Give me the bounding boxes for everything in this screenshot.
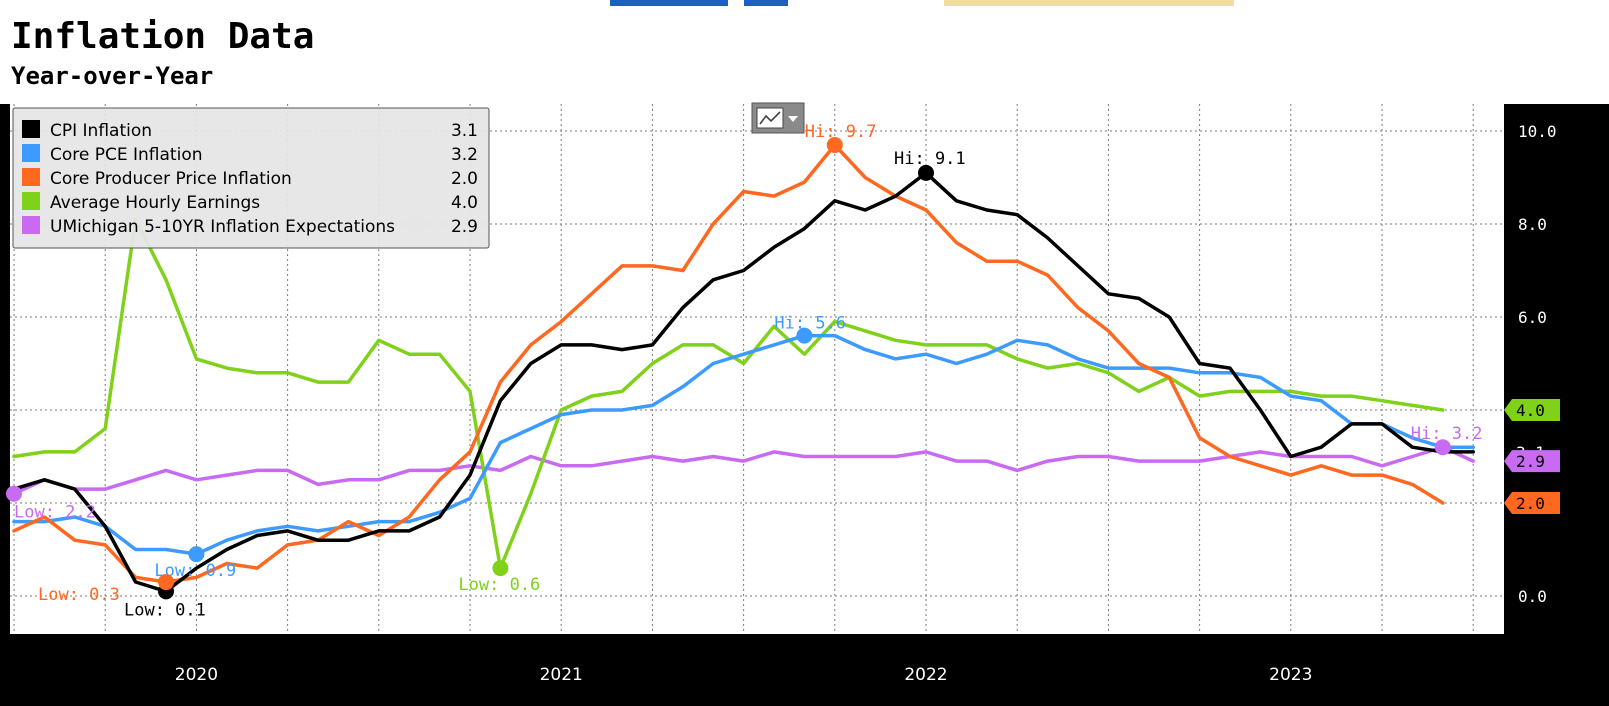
chart-header: Inflation Data Year-over-Year xyxy=(0,0,1609,104)
legend-swatch xyxy=(22,216,40,234)
annotation-label: Hi: 3.2 xyxy=(1411,424,1483,444)
last-value-flag-label: 2.0 xyxy=(1516,494,1545,513)
y-tick-label: 6.0 xyxy=(1518,308,1547,327)
chart-subtitle: Year-over-Year xyxy=(11,62,214,90)
annotation-marker xyxy=(6,485,22,502)
top-tab-strip xyxy=(744,0,788,6)
annotation-label: Low: 0.9 xyxy=(154,561,236,581)
legend-swatch xyxy=(22,144,40,162)
y-tick-label: 8.0 xyxy=(1518,215,1547,234)
x-tick-label: 2023 xyxy=(1269,665,1312,685)
annotation-marker xyxy=(918,164,934,181)
legend-swatch xyxy=(22,168,40,186)
legend-value: 4.0 xyxy=(451,193,478,213)
annotation-marker xyxy=(1434,439,1451,456)
chart-type-button[interactable] xyxy=(751,102,805,134)
last-value-flag-label: 4.0 xyxy=(1516,401,1545,420)
annotation-label: Low: 2.2 xyxy=(14,503,96,523)
top-tab-strip xyxy=(610,0,728,6)
legend-label: CPI Inflation xyxy=(50,121,152,141)
annotation-marker xyxy=(492,560,509,577)
legend-swatch xyxy=(22,120,40,138)
legend: CPI Inflation 3.1 Core PCE Inflation 3.2 Cor… xyxy=(12,107,490,249)
line-chart-icon[interactable] xyxy=(756,107,784,129)
annotation-marker xyxy=(188,546,205,563)
last-value-flag xyxy=(1504,399,1560,421)
annotation-label: Low: 0.1 xyxy=(124,600,206,620)
legend-label: Average Hourly Earnings xyxy=(50,193,260,213)
chevron-down-icon[interactable] xyxy=(788,116,798,122)
series-line-3 xyxy=(12,217,1445,570)
legend-box xyxy=(12,107,490,249)
y-tick-label: 0.0 xyxy=(1518,587,1547,606)
x-axis: 2020 2021 2022 2023 xyxy=(175,665,1313,685)
chart-title: Inflation Data xyxy=(11,16,315,57)
annotation-label: Hi: 9.1 xyxy=(894,149,966,169)
series-lines xyxy=(12,143,1475,594)
line-chart-icon-stroke xyxy=(759,111,781,125)
annotation-marker xyxy=(158,574,174,591)
legend-label: Core Producer Price Inflation xyxy=(50,169,292,189)
annotation-label: Hi: 5.6 xyxy=(774,314,846,334)
x-tick-label: 2020 xyxy=(175,665,218,685)
legend-value: 3.1 xyxy=(451,121,478,141)
top-tab-strip xyxy=(944,0,1234,6)
y-tick-label: 10.0 xyxy=(1518,122,1557,141)
x-tick-label: 2022 xyxy=(904,665,947,685)
legend-label: Core PCE Inflation xyxy=(50,145,203,165)
annotation-marker xyxy=(796,327,813,344)
legend-value: 2.0 xyxy=(451,169,478,189)
x-tick-label: 2021 xyxy=(540,665,583,685)
annotations: Hi: 9.1 Low: 0.1 Hi: 5.6 Low: 0.9 Hi: 9.7 Low… xyxy=(6,122,1482,620)
last-value-flag xyxy=(1504,492,1560,514)
series-line-1 xyxy=(12,333,1475,556)
annotation-marker xyxy=(826,136,843,153)
last-value-flag-label: 2.9 xyxy=(1516,452,1545,471)
gridlines xyxy=(10,104,1504,634)
annotation-label: Hi: 9.7 xyxy=(805,122,877,142)
annotation-label: Low: 0.3 xyxy=(38,585,120,605)
legend-label: UMichigan 5-10YR Inflation Expectations xyxy=(50,217,395,237)
legend-swatch xyxy=(22,192,40,210)
legend-value: 3.2 xyxy=(451,145,478,165)
last-value-flags: 4.03.12.92.0 xyxy=(1504,399,1560,514)
last-value-flag xyxy=(1504,450,1560,473)
annotation-label: Low: 0.6 xyxy=(458,575,540,595)
series-line-2 xyxy=(12,143,1445,584)
series-line-0 xyxy=(12,171,1475,594)
legend-value: 2.9 xyxy=(451,217,478,237)
